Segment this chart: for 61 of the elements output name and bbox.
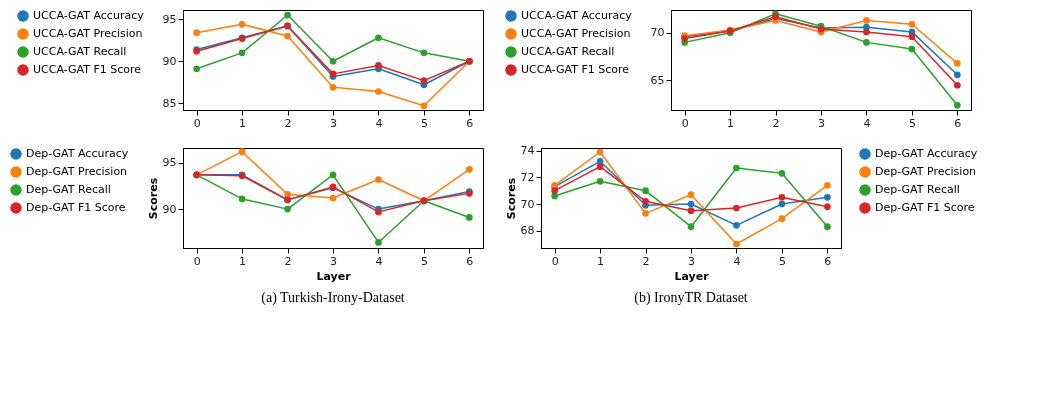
legend-label: Dep-GAT F1 Score — [875, 201, 975, 214]
x-tick-label: 3 — [330, 116, 337, 130]
y-tick-label: 95 — [162, 156, 177, 170]
x-tick-label: 1 — [239, 254, 247, 268]
y-tick-label: 90 — [162, 54, 177, 68]
x-tick-label: 5 — [908, 116, 916, 130]
x-tick-label: 6 — [466, 116, 474, 130]
legend-label: UCCA-GAT Accuracy — [521, 9, 633, 22]
legend-label: UCCA-GAT F1 Score — [33, 63, 142, 76]
y-tick-label: 85 — [162, 96, 177, 110]
y-tick-label: 70 — [650, 26, 665, 40]
x-tick-label: 0 — [551, 254, 559, 268]
x-tick-label: 3 — [818, 116, 825, 130]
x-tick-label: 4 — [375, 254, 383, 268]
x-tick-label: 4 — [863, 116, 871, 130]
x-tick-label: 3 — [688, 254, 695, 268]
legend-label: Dep-GAT Recall — [26, 183, 111, 196]
legend-label: UCCA-GAT Precision — [521, 27, 631, 40]
x-tick-label: 4 — [733, 254, 741, 268]
legend-label: Dep-GAT Accuracy — [875, 147, 978, 160]
legend-label: UCCA-GAT Accuracy — [33, 9, 145, 22]
legend-label: UCCA-GAT Recall — [521, 45, 615, 58]
x-tick-label: 5 — [420, 254, 428, 268]
y-tick-label: 72 — [520, 170, 535, 184]
legend-label: Dep-GAT Accuracy — [26, 147, 129, 160]
y-tick-label: 70 — [520, 197, 535, 211]
x-tick-label: 5 — [420, 116, 428, 130]
x-tick-label: 0 — [193, 116, 201, 130]
y-tick-label: 90 — [162, 202, 177, 216]
x-tick-label: 4 — [375, 116, 383, 130]
x-tick-label: 3 — [330, 254, 337, 268]
text: (b) IronyTR Dataset — [634, 290, 748, 306]
legend-label: UCCA-GAT F1 Score — [521, 63, 630, 76]
x-axis-title: Layer — [674, 269, 710, 283]
legend-label: UCCA-GAT Precision — [33, 27, 143, 40]
y-axis-title: Scores — [504, 177, 518, 220]
y-tick-label: 95 — [162, 12, 177, 26]
x-tick-label: 2 — [772, 116, 780, 130]
x-tick-label: 1 — [727, 116, 735, 130]
x-tick-label: 6 — [466, 254, 474, 268]
x-tick-label: 6 — [824, 254, 832, 268]
x-tick-label: 6 — [954, 116, 962, 130]
legend-label: Dep-GAT Precision — [875, 165, 977, 178]
x-tick-label: 5 — [778, 254, 786, 268]
y-axis-title: Scores — [146, 177, 160, 220]
y-tick-label: 68 — [520, 224, 535, 238]
x-tick-label: 2 — [284, 116, 292, 130]
x-tick-label: 0 — [681, 116, 689, 130]
legend-label: Dep-GAT Precision — [26, 165, 128, 178]
legend-label: UCCA-GAT Recall — [33, 45, 127, 58]
x-tick-label: 1 — [597, 254, 605, 268]
x-tick-label: 2 — [284, 254, 292, 268]
x-tick-label: 2 — [642, 254, 650, 268]
legend-label: Dep-GAT Recall — [875, 183, 960, 196]
x-tick-label: 1 — [239, 116, 247, 130]
x-tick-label: 0 — [193, 254, 201, 268]
legend-label: Dep-GAT F1 Score — [26, 201, 126, 214]
y-tick-label: 65 — [650, 73, 665, 87]
text: (a) Turkish-Irony-Dataset — [261, 290, 405, 306]
x-axis-title: Layer — [316, 269, 352, 283]
y-tick-label: 74 — [520, 144, 535, 158]
